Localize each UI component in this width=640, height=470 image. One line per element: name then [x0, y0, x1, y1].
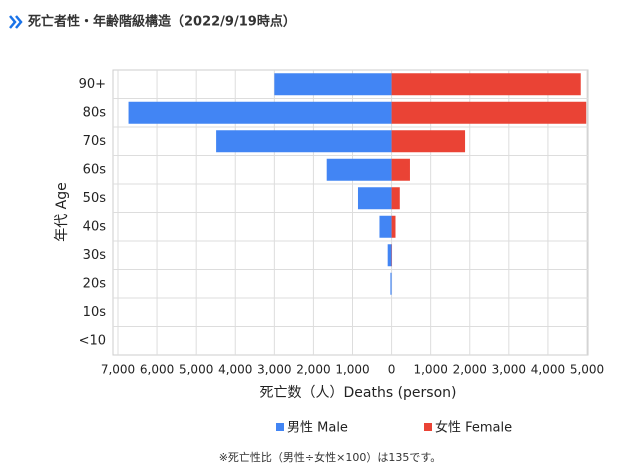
x-tick-label: 0 [388, 363, 396, 377]
y-tick-label: 90+ [79, 77, 106, 92]
chart-title: 死亡者性・年齢階級構造（2022/9/19時点） [28, 14, 296, 30]
y-tick-label: 70s [83, 134, 107, 149]
x-tick-label: 3,000 [257, 363, 291, 377]
x-tick-label: 1,000 [413, 363, 447, 377]
y-tick-label: 60s [83, 162, 107, 177]
y-tick-label: 40s [83, 219, 107, 234]
bar [391, 158, 410, 181]
y-tick-label: <10 [79, 333, 106, 348]
footnote: ※死亡性比（男性÷女性×100）は135です。 [219, 450, 442, 464]
bar [128, 101, 392, 124]
y-tick-label: 30s [83, 248, 107, 263]
bar [391, 215, 396, 238]
x-axis-label: 死亡数（人）Deaths (person) [260, 385, 457, 401]
bar [391, 101, 587, 124]
bar [379, 215, 392, 238]
x-tick-label: 2,000 [453, 363, 487, 377]
bar [390, 272, 392, 295]
bar [391, 187, 400, 210]
x-tick-label: 5,000 [179, 363, 213, 377]
y-axis-label: 年代 Age [54, 182, 70, 242]
bar [387, 244, 392, 267]
x-tick-label: 3,000 [492, 363, 526, 377]
legend-label: 女性 Female [435, 420, 512, 436]
bar [216, 130, 392, 153]
x-tick-label: 2,000 [296, 363, 330, 377]
y-tick-label: 10s [83, 305, 107, 320]
bar [274, 73, 392, 96]
legend-swatch [276, 423, 284, 431]
bar [326, 158, 392, 181]
y-tick-label: 20s [83, 276, 107, 291]
bar [357, 187, 392, 210]
y-tick-label: 50s [83, 191, 107, 206]
x-tick-label: 6,000 [140, 363, 174, 377]
x-tick-label: 4,000 [531, 363, 565, 377]
bar [391, 73, 581, 96]
y-tick-label: 80s [83, 105, 107, 120]
header-icon [9, 15, 23, 29]
x-tick-label: 1,000 [335, 363, 369, 377]
bar [391, 130, 466, 153]
x-tick-label: 7,000 [101, 363, 135, 377]
legend-label: 男性 Male [287, 421, 348, 436]
x-tick-label: 5,000 [570, 363, 604, 377]
legend-swatch [424, 423, 432, 431]
x-tick-label: 4,000 [218, 363, 252, 377]
